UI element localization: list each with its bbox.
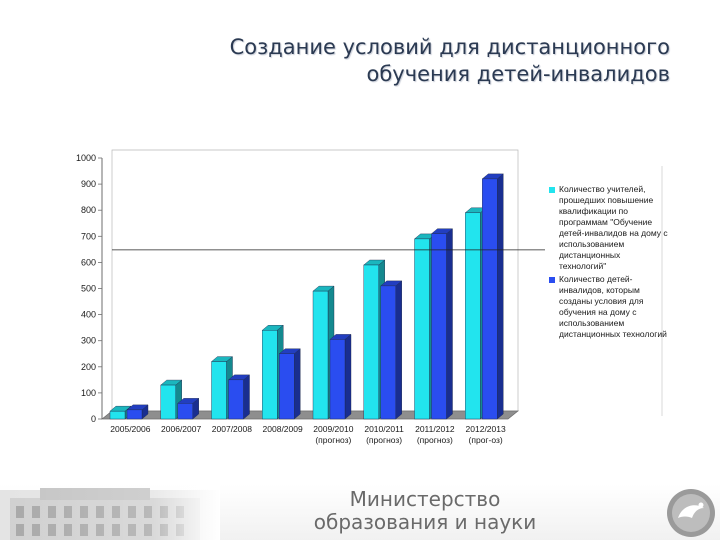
bar-children-4 — [329, 333, 352, 420]
y-tick-label: 500 — [81, 284, 96, 294]
ministry-name: Министерство образования и науки — [300, 488, 550, 534]
republic-emblem-icon — [667, 489, 715, 537]
y-tick-label: 700 — [81, 231, 96, 241]
x-category-label: (прог-оз) — [469, 435, 503, 445]
slide-title: Создание условий для дистанционного обуч… — [150, 34, 670, 88]
x-category-label: (прогноз) — [315, 435, 351, 445]
bar-children-6 — [430, 228, 454, 420]
legend-swatch-children — [549, 277, 555, 283]
bar-children-1 — [177, 397, 200, 420]
y-tick-label: 1000 — [76, 153, 96, 163]
bar-children-2 — [227, 374, 251, 420]
y-tick-label: 200 — [81, 362, 96, 372]
ministry-name-line-2: образования и науки — [313, 510, 537, 534]
y-tick-label: 100 — [81, 388, 96, 398]
x-category-label: 2011/2012 — [415, 424, 455, 434]
y-tick-label: 900 — [81, 179, 96, 189]
x-category-label: 2008/2009 — [263, 424, 303, 434]
chart-legend: Количество учителей, прошедших повышение… — [549, 184, 669, 342]
x-category-label: 2007/2008 — [212, 424, 252, 434]
legend-swatch-teachers — [549, 187, 555, 193]
y-tick-label: 300 — [81, 336, 96, 346]
y-tick-label: 400 — [81, 310, 96, 320]
legend-label-teachers: Количество учителей, прошедших повышение… — [559, 184, 668, 271]
x-category-label: 2005/2006 — [110, 424, 150, 434]
y-tick-label: 600 — [81, 257, 96, 267]
bar-children-7 — [481, 173, 504, 420]
bar-children-0 — [126, 404, 149, 420]
bar-children-5 — [380, 280, 403, 420]
bar-chart: 0 100 200 300 400 500 600 700 800 900 1000 2005/200… — [76, 149, 663, 445]
bar-children-3 — [278, 348, 301, 420]
x-category-label: 2006/2007 — [161, 424, 201, 434]
ministry-name-line-1: Министерство — [349, 487, 501, 511]
x-category-label: (прогноз) — [366, 435, 402, 445]
slide-title-line-2: обучения детей-инвалидов — [366, 62, 671, 86]
footer: Министерство образования и науки — [0, 484, 720, 540]
y-tick-label: 0 — [91, 414, 96, 424]
x-category-label: 2012/2013 — [466, 424, 506, 434]
x-category-label: (прогноз) — [417, 435, 453, 445]
legend-entry-teachers: Количество учителей, прошедших повышение… — [549, 184, 669, 272]
x-category-label: 2010/2011 — [364, 424, 404, 434]
y-tick-label: 800 — [81, 205, 96, 215]
bar-teachers-1 — [160, 379, 183, 420]
chart-area: 0 100 200 300 400 500 600 700 800 900 1000 2005/200… — [52, 140, 670, 470]
ministry-building-icon — [0, 484, 220, 540]
legend-entry-children: Количество детей-инвалидов, которым созд… — [549, 274, 669, 340]
legend-label-children: Количество детей-инвалидов, которым созд… — [559, 274, 667, 339]
slide-title-line-1: Создание условий для дистанционного — [229, 35, 670, 59]
x-category-label: 2009/2010 — [313, 424, 353, 434]
